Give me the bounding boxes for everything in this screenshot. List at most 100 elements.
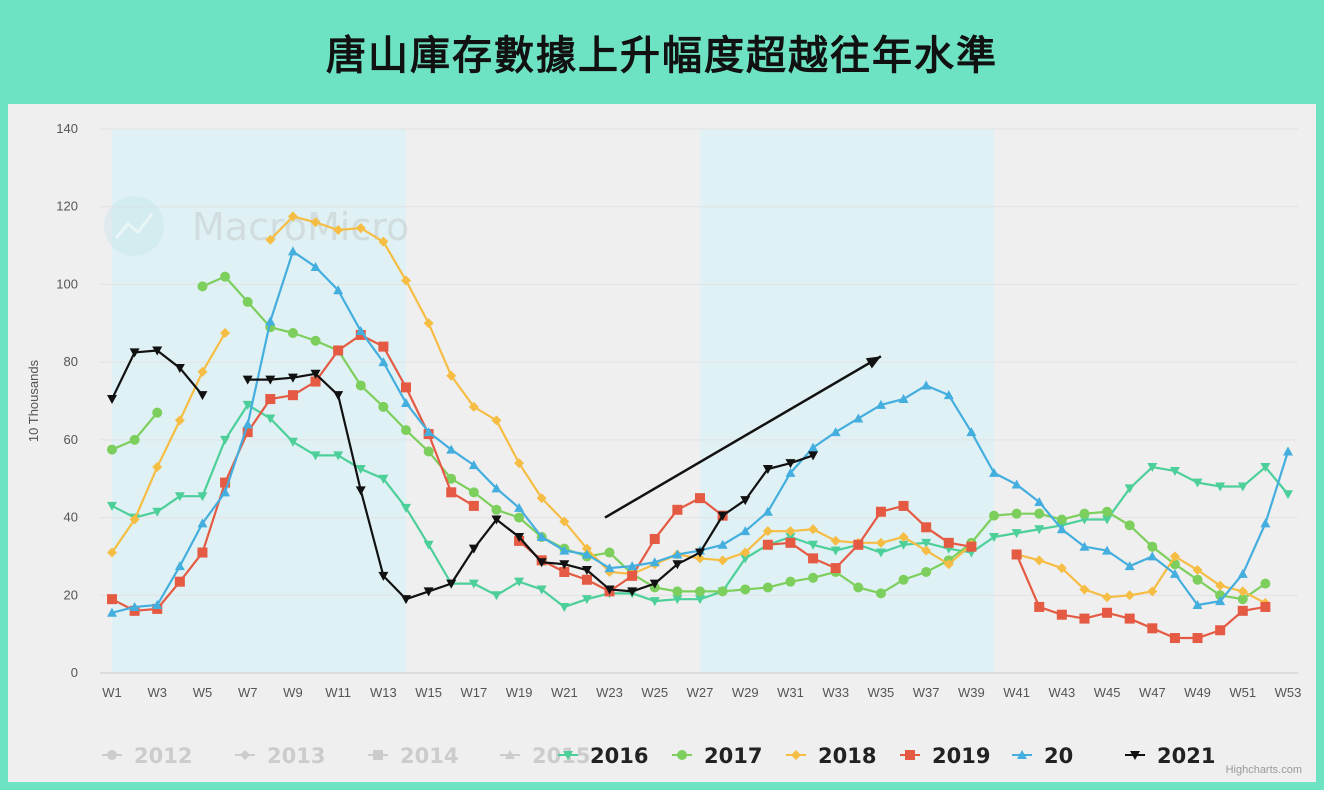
data-point <box>401 595 411 605</box>
data-point <box>672 586 683 597</box>
legend-symbol <box>107 750 117 760</box>
legend-item-2021[interactable]: 2021 <box>1125 744 1215 768</box>
x-tick-label: W51 <box>1229 685 1256 700</box>
data-point <box>966 427 977 437</box>
data-point <box>1124 520 1135 531</box>
legend-item-2017[interactable]: 2017 <box>672 744 762 768</box>
data-point <box>898 540 909 550</box>
legend-symbol <box>1017 750 1027 759</box>
data-point <box>1192 565 1203 576</box>
data-point <box>401 275 411 286</box>
data-point <box>830 563 841 574</box>
data-point <box>1102 592 1113 603</box>
data-point <box>287 328 298 338</box>
data-point <box>401 503 411 513</box>
legend-item-2014[interactable]: 2014 <box>368 744 458 768</box>
data-point <box>762 539 773 550</box>
legend-item-2012[interactable]: 2012 <box>102 744 192 768</box>
legend-item-2013[interactable]: 2013 <box>235 744 325 768</box>
data-point <box>287 390 298 401</box>
data-point <box>468 544 479 554</box>
data-point <box>740 547 751 558</box>
credit-link[interactable]: Highcharts.com <box>1225 764 1302 776</box>
data-point <box>129 348 140 358</box>
data-point <box>468 460 479 470</box>
data-point <box>875 548 886 558</box>
x-tick-label: W25 <box>641 685 668 700</box>
data-point <box>853 539 864 550</box>
data-point <box>875 506 886 517</box>
legend-item-20[interactable]: 20 <box>1012 744 1073 768</box>
data-point <box>446 579 457 589</box>
x-tick-label: W21 <box>551 685 578 700</box>
series-line-2019 <box>518 497 724 593</box>
data-point <box>1056 524 1067 534</box>
data-point <box>378 474 389 484</box>
legend-label: 2017 <box>704 744 762 768</box>
data-point <box>333 451 344 461</box>
y-tick-label: 40 <box>64 510 78 525</box>
data-point <box>785 467 796 477</box>
data-point <box>129 434 140 445</box>
data-point <box>491 504 502 515</box>
data-point <box>989 510 999 521</box>
data-point <box>355 223 366 234</box>
data-point <box>242 400 253 410</box>
data-point <box>491 515 502 525</box>
data-point <box>740 526 751 536</box>
data-point <box>1034 555 1045 566</box>
data-point <box>423 540 434 550</box>
data-point <box>1237 586 1248 597</box>
data-point <box>107 607 117 617</box>
data-point <box>581 543 592 554</box>
data-point <box>152 407 163 418</box>
data-point <box>1034 508 1045 519</box>
data-point <box>604 563 615 573</box>
x-tick-label: W1 <box>102 685 122 700</box>
data-point <box>355 326 366 336</box>
data-point <box>333 285 344 295</box>
data-point <box>1169 633 1180 644</box>
data-point <box>468 487 479 498</box>
legend-item-2019[interactable]: 2019 <box>900 744 990 768</box>
data-point <box>785 459 796 469</box>
data-point <box>287 246 298 256</box>
legend-item-2018[interactable]: 2018 <box>786 744 876 768</box>
data-point <box>1056 609 1067 620</box>
data-point <box>1169 551 1180 562</box>
data-point <box>107 594 117 605</box>
data-point <box>514 502 525 512</box>
data-point <box>174 415 185 426</box>
x-tick-label: W49 <box>1184 685 1211 700</box>
legend-item-2016[interactable]: 2016 <box>558 744 648 768</box>
data-point <box>875 537 886 548</box>
data-point <box>921 545 932 556</box>
data-point <box>762 465 773 474</box>
data-point <box>1169 466 1180 476</box>
data-point <box>672 560 683 570</box>
data-point <box>446 370 457 381</box>
y-tick-label: 120 <box>56 199 78 214</box>
legend-item-2015[interactable]: 2015 <box>500 744 590 768</box>
data-point <box>491 415 502 426</box>
data-point <box>717 555 728 566</box>
data-point <box>785 533 796 542</box>
data-point <box>989 533 999 542</box>
data-point <box>1079 541 1090 551</box>
data-point <box>808 540 819 550</box>
data-point <box>898 500 909 511</box>
data-point <box>1124 590 1135 601</box>
watermark-text: MacroMicro <box>192 205 409 249</box>
data-point <box>581 574 592 585</box>
data-point <box>265 375 276 385</box>
data-point <box>1147 551 1158 561</box>
data-point <box>808 553 819 564</box>
data-point <box>1169 568 1180 578</box>
data-point <box>197 492 208 502</box>
data-point <box>1079 508 1090 519</box>
data-point <box>695 553 705 564</box>
data-point <box>129 601 140 611</box>
data-point <box>875 588 886 599</box>
data-point <box>830 427 841 437</box>
data-point <box>287 437 298 447</box>
